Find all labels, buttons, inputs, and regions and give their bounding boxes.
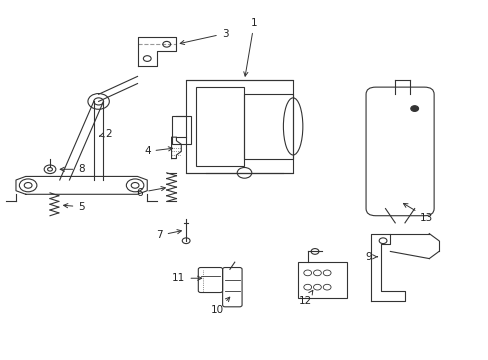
- Text: 2: 2: [99, 129, 111, 139]
- Text: 7: 7: [156, 230, 181, 240]
- Text: 6: 6: [136, 186, 165, 198]
- Text: 5: 5: [63, 202, 85, 212]
- Text: 10: 10: [211, 297, 229, 315]
- Bar: [196, 87, 244, 166]
- Bar: [244, 94, 292, 158]
- Text: 1: 1: [244, 18, 257, 76]
- Bar: [171, 116, 191, 144]
- Text: 12: 12: [298, 291, 312, 306]
- Bar: [297, 262, 346, 298]
- Bar: [186, 80, 292, 173]
- Circle shape: [410, 106, 418, 111]
- Text: 11: 11: [172, 273, 202, 283]
- Text: 4: 4: [143, 147, 172, 157]
- Text: 13: 13: [403, 203, 432, 222]
- Text: 9: 9: [365, 252, 377, 262]
- Text: 3: 3: [180, 28, 228, 45]
- Text: 8: 8: [60, 164, 85, 174]
